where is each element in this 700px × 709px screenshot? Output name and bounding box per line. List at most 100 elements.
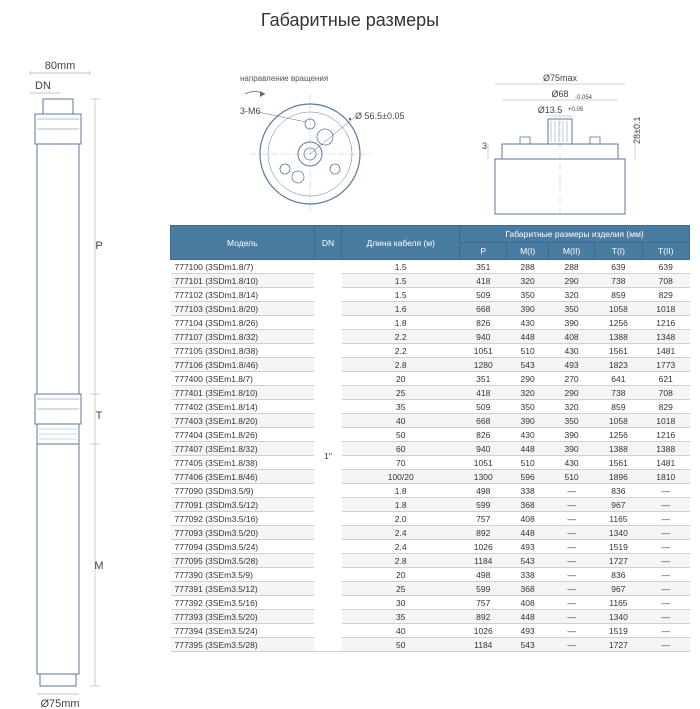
table-header: Модель DN Длина кабеля (м) Габаритные ра… [171, 226, 690, 260]
cell-model: 777104 (3SDm1.8/26) [171, 316, 315, 330]
cell: 940 [460, 330, 507, 344]
cell: — [642, 582, 689, 596]
cell-model: 777100 (3SDm1.8/7) [171, 260, 315, 274]
cell: 1184 [460, 638, 507, 652]
cell: — [548, 512, 594, 526]
table-row: 777407 (3SEm1.8/32)6094044839013881388 [171, 442, 690, 456]
cell-model: 777102 (3SDm1.8/14) [171, 288, 315, 302]
dim-d13: Ø13.5 [538, 105, 563, 115]
table-row: 777100 (3SDm1.8/7)1"1.5351288288639639 [171, 260, 690, 274]
cell: 1481 [642, 344, 689, 358]
cell: 448 [507, 526, 548, 540]
top-view-diagram: направление вращения 3-M6 Ø 56.5±0.05 [210, 69, 410, 229]
cell: 836 [595, 484, 642, 498]
cell: 320 [548, 400, 594, 414]
table-row: 777406 (3SEm1.8/46)100/20130059651018961… [171, 470, 690, 484]
cell: — [548, 540, 594, 554]
cell: 1519 [595, 540, 642, 554]
cell: 1340 [595, 610, 642, 624]
table-row: 777102 (3SDm1.8/14)1.5509350320859829 [171, 288, 690, 302]
table-row: 777393 (3SEm3.5/20)35892448—1340— [171, 610, 690, 624]
cell: 708 [642, 274, 689, 288]
table-row: 777403 (3SEm1.8/20)4066839035010581018 [171, 414, 690, 428]
cell: — [642, 568, 689, 582]
cell: 509 [460, 288, 507, 302]
cell-model: 777092 (3SDm3.5/16) [171, 512, 315, 526]
cell: — [642, 526, 689, 540]
cell: 2.4 [342, 540, 460, 554]
cell: 290 [548, 386, 594, 400]
dim-d68: Ø68 [551, 89, 568, 99]
col-m2: M(II) [548, 243, 594, 260]
cell-model: 777105 (3SDm1.8/38) [171, 344, 315, 358]
dimensions-table: Модель DN Длина кабеля (м) Габаритные ра… [170, 225, 690, 652]
col-dn: DN [314, 226, 342, 260]
dim-h28: 28±0.1 [632, 117, 642, 144]
cell: 543 [507, 554, 548, 568]
col-dims-group: Габаритные размеры изделия (мм) [460, 226, 690, 243]
cell: 1184 [460, 554, 507, 568]
cell: 2.2 [342, 344, 460, 358]
cell-model: 777101 (3SDm1.8/10) [171, 274, 315, 288]
table-row: 777404 (3SEm1.8/26)5082643039012561216 [171, 428, 690, 442]
cell: — [548, 596, 594, 610]
table-row: 777402 (3SEm1.8/14)35509350320859829 [171, 400, 690, 414]
cell: 20 [342, 372, 460, 386]
cell: 1216 [642, 316, 689, 330]
cell: 350 [507, 288, 548, 302]
cell: 543 [507, 638, 548, 652]
cell: 668 [460, 302, 507, 316]
cell: — [642, 554, 689, 568]
cell: 100/20 [342, 470, 460, 484]
cell: 430 [507, 428, 548, 442]
col-cable: Длина кабеля (м) [342, 226, 460, 260]
cell: 859 [595, 400, 642, 414]
cell: 320 [548, 288, 594, 302]
cell: 859 [595, 288, 642, 302]
cell-model: 777390 (3SEm3.5/9) [171, 568, 315, 582]
cell: 1388 [595, 330, 642, 344]
cell: — [642, 484, 689, 498]
cell-model: 777404 (3SEm1.8/26) [171, 428, 315, 442]
cell: 1.6 [342, 302, 460, 316]
cell: — [642, 498, 689, 512]
cell: — [548, 638, 594, 652]
table-body: 777100 (3SDm1.8/7)1"1.535128828863963977… [171, 260, 690, 652]
table-row: 777390 (3SEm3.5/9)20498338—836— [171, 568, 690, 582]
table-row: 777101 (3SDm1.8/10)1.5418320290738708 [171, 274, 690, 288]
cell: 448 [507, 610, 548, 624]
cell-model: 777090 (3SDm3.5/9) [171, 484, 315, 498]
table-row: 777092 (3SDm3.5/16)2.0757408—1165— [171, 512, 690, 526]
cell: 1348 [642, 330, 689, 344]
cell: 1026 [460, 540, 507, 554]
cell: — [642, 512, 689, 526]
dim-80mm: 80mm [45, 60, 76, 72]
table-row: 777093 (3SDm3.5/20)2.4892448—1340— [171, 526, 690, 540]
cell: 510 [507, 456, 548, 470]
cell-model: 777103 (3SDm1.8/20) [171, 302, 315, 316]
dim-d75max: Ø75max [543, 73, 578, 83]
cell: 2.0 [342, 512, 460, 526]
cell-model: 777391 (3SEm3.5/12) [171, 582, 315, 596]
side-view-diagram: 80mm DN P [15, 59, 105, 709]
dim-m: M [94, 560, 103, 572]
cell: 30 [342, 596, 460, 610]
cell-model: 777407 (3SEm1.8/32) [171, 442, 315, 456]
cell: 2.4 [342, 526, 460, 540]
cell: — [548, 554, 594, 568]
cell: 1216 [642, 428, 689, 442]
cell: 351 [460, 260, 507, 274]
cell-dn: 1" [314, 260, 342, 652]
cell: 1058 [595, 414, 642, 428]
cell: 498 [460, 568, 507, 582]
cell: 1300 [460, 470, 507, 484]
cell: 498 [460, 484, 507, 498]
cell: — [548, 610, 594, 624]
cell: 1519 [595, 624, 642, 638]
cell: 493 [507, 540, 548, 554]
cell: 35 [342, 610, 460, 624]
cell: 1727 [595, 638, 642, 652]
cell: 430 [548, 456, 594, 470]
cell: 290 [507, 372, 548, 386]
cell: 1773 [642, 358, 689, 372]
